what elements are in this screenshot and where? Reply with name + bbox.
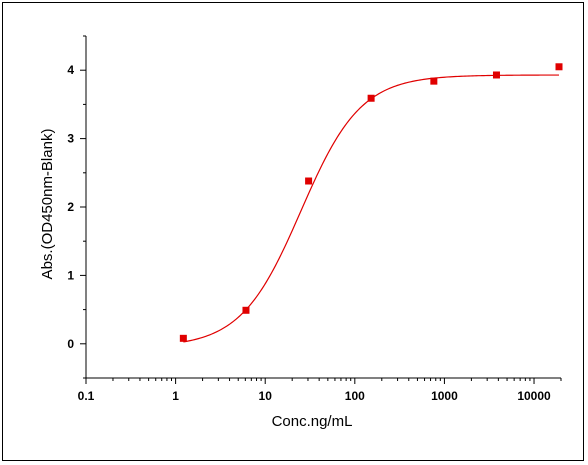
- fit-curve-layer: [183, 74, 559, 343]
- x-tick-label: 10: [259, 389, 273, 403]
- axes: 0.1 1 10 100 1000 10000 0 1 2 3 4: [67, 35, 562, 403]
- x-tick-label: 100: [345, 389, 365, 403]
- y-tick-label: 2: [67, 200, 74, 214]
- data-point: [430, 77, 438, 85]
- y-tick-label: 4: [67, 63, 74, 77]
- x-tick-label: 10000: [517, 389, 551, 403]
- y-tick-label: 3: [67, 132, 74, 146]
- data-point: [555, 63, 563, 71]
- data-point: [242, 306, 250, 314]
- chart-frame: [2, 2, 584, 461]
- x-tick-label: 1: [172, 389, 179, 403]
- x-tick-label: 0.1: [78, 389, 95, 403]
- data-point: [305, 177, 313, 185]
- data-points-layer: [179, 63, 563, 342]
- data-point: [179, 334, 187, 342]
- fit-curve: [183, 74, 559, 343]
- data-point: [492, 71, 500, 79]
- x-tick-label: 1000: [431, 389, 458, 403]
- data-point: [367, 94, 375, 102]
- x-axis-label: Conc.ng/mL: [272, 413, 353, 430]
- y-tick-label: 0: [67, 337, 74, 351]
- y-tick-label: 1: [67, 268, 74, 282]
- y-axis-label: Abs.(OD450nm-Blank): [39, 129, 56, 280]
